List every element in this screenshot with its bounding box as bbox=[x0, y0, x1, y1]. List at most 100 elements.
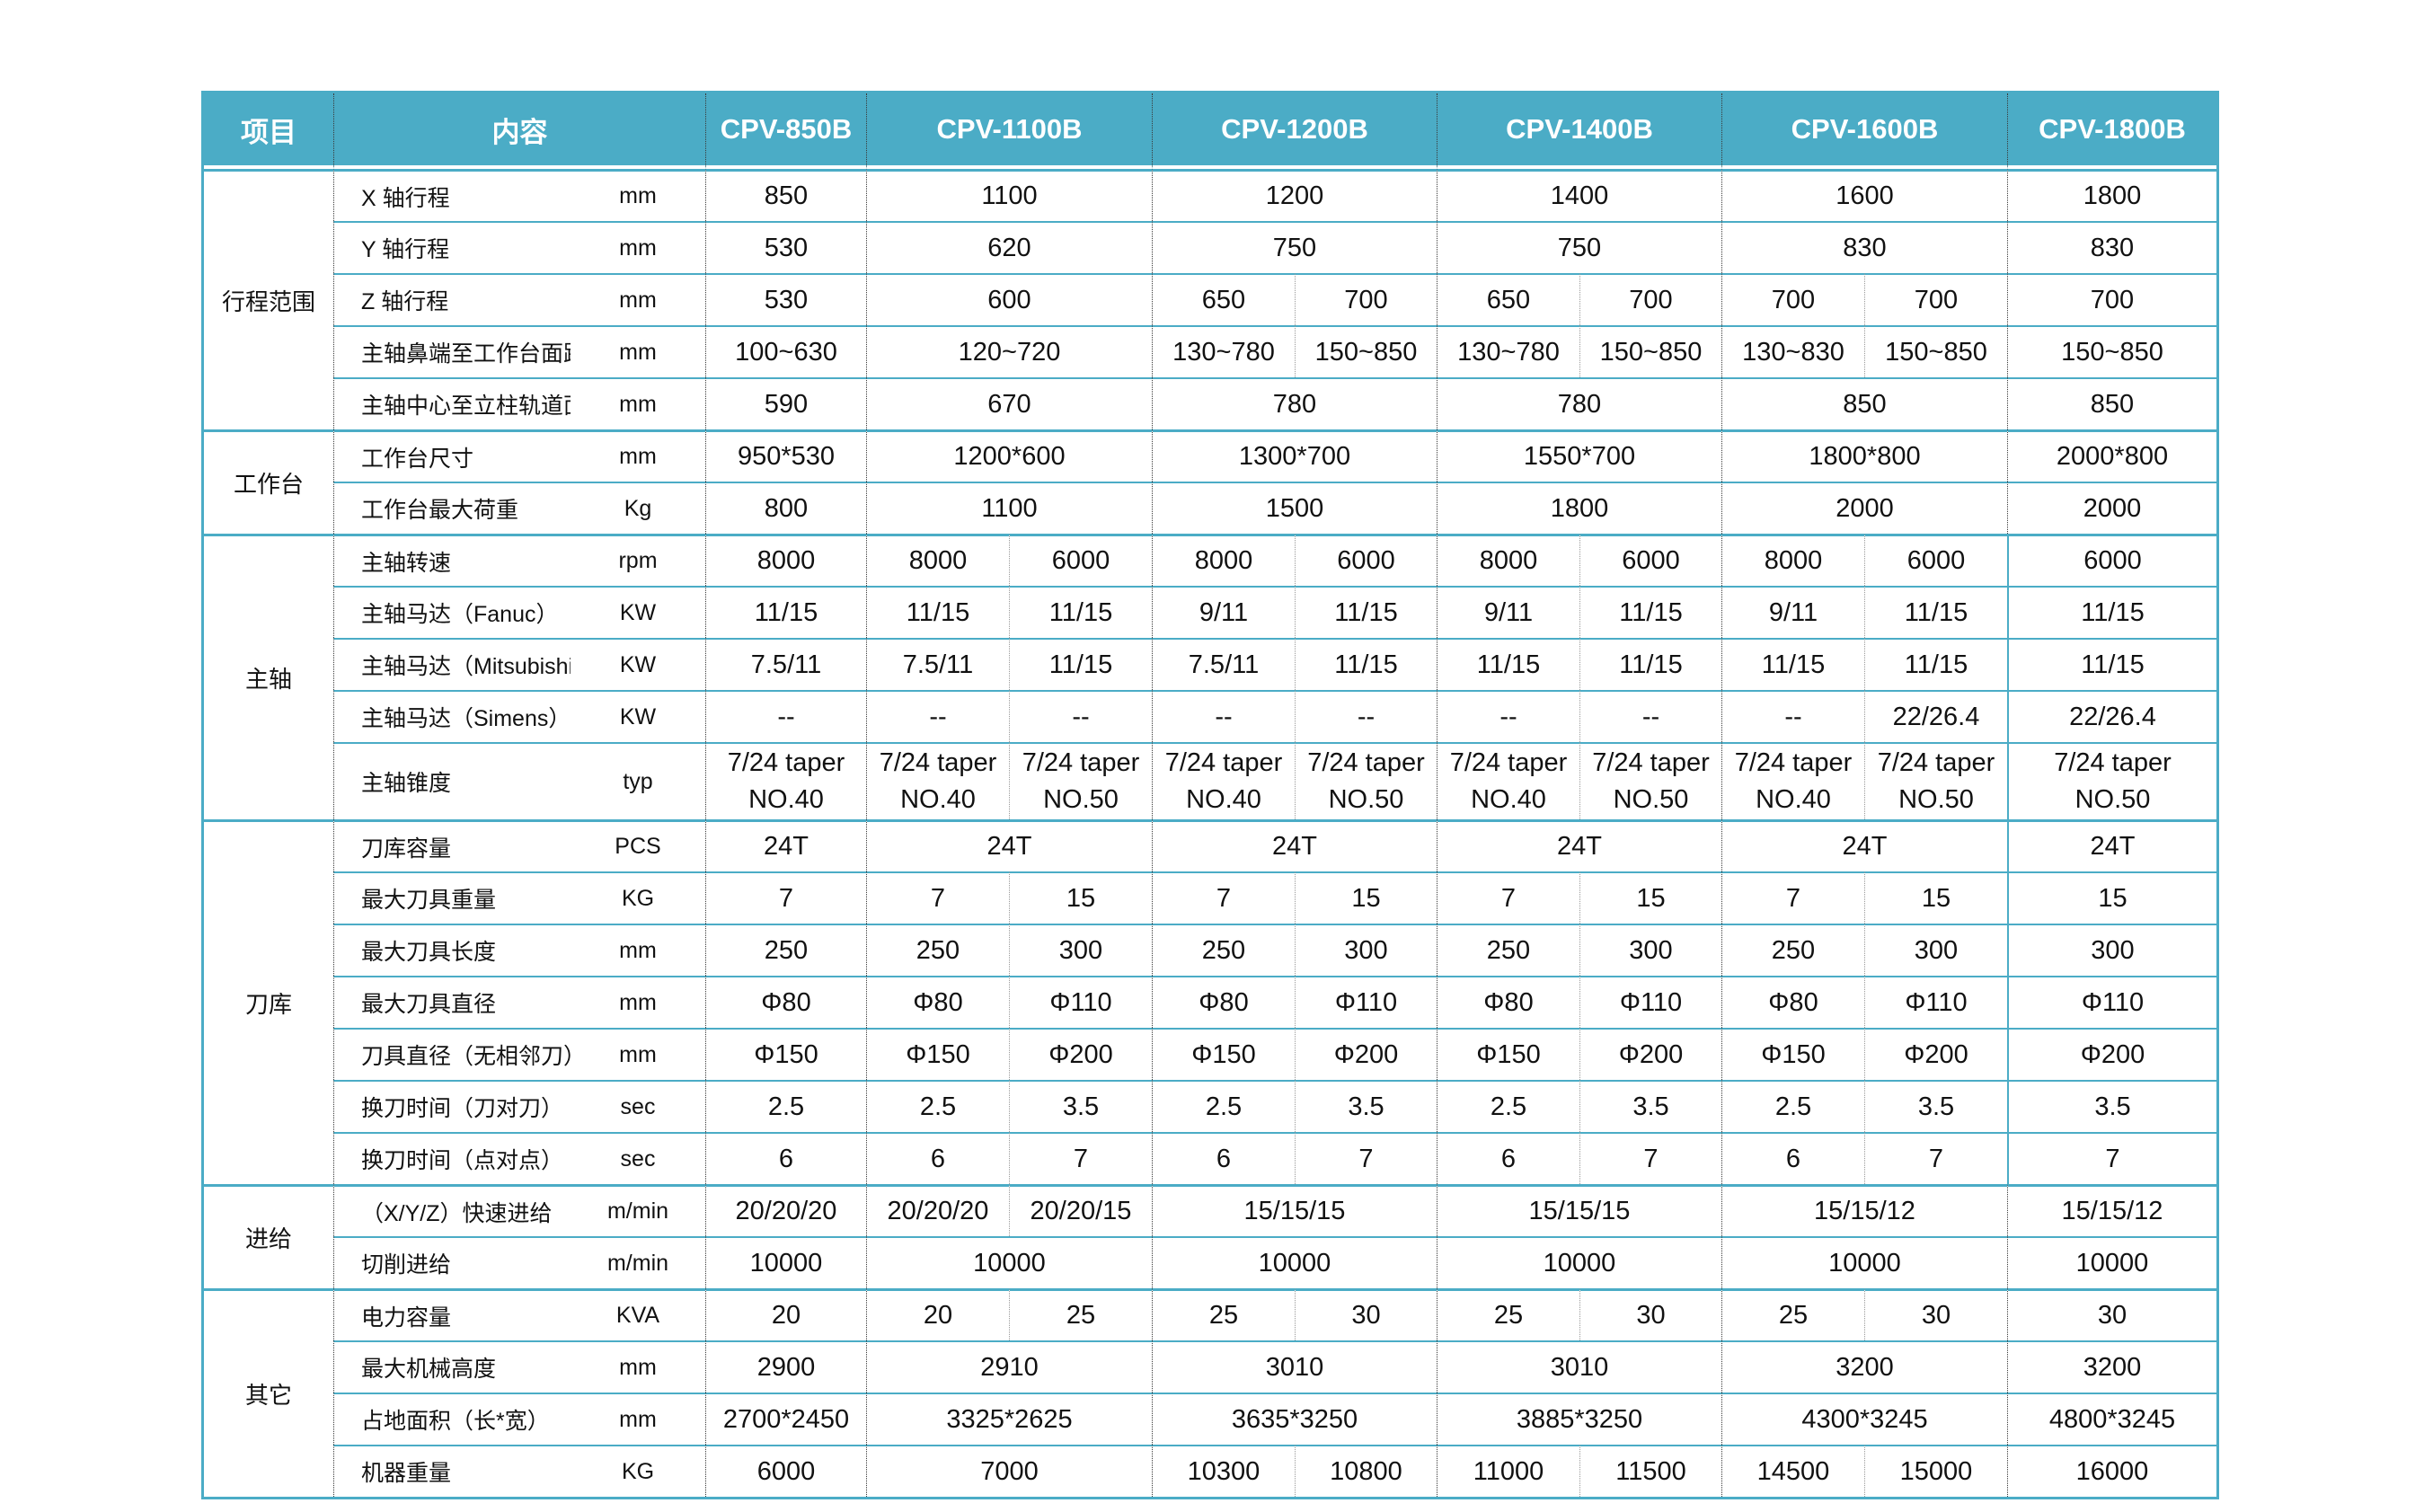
value-cell: 950*530 bbox=[705, 429, 866, 482]
row-label-cell: 最大刀具重量 KG bbox=[333, 871, 705, 924]
row-label: 最大刀具重量 bbox=[361, 888, 497, 913]
value-cell: 25 bbox=[1152, 1288, 1295, 1340]
row-label: 切削进给 bbox=[361, 1252, 452, 1278]
row-label: 机器重量 bbox=[361, 1461, 452, 1486]
value-cell: 10000 bbox=[1152, 1236, 1437, 1288]
value-cell: 7/24 taper NO.40 bbox=[866, 742, 1009, 819]
value-cell: 10000 bbox=[2007, 1236, 2216, 1288]
value-cell: 2910 bbox=[866, 1340, 1152, 1393]
table-row: 占地面积（长*宽） mm 2700*2450 3325*2625 3635*3250 38… bbox=[204, 1393, 2216, 1445]
table-row: 主轴马达（Mitsubishi) KW 7.5/11 7.5/11 11/15 7.5/1… bbox=[204, 638, 2216, 690]
row-label: X 轴行程 bbox=[361, 185, 450, 211]
value-cell: 780 bbox=[1437, 377, 1721, 429]
value-cell: 10000 bbox=[1437, 1236, 1721, 1288]
table-row: 切削进给 m/min 10000 10000 10000 10000 10000 10000 bbox=[204, 1236, 2216, 1288]
value-cell: 11/15 bbox=[2007, 586, 2216, 638]
row-unit: m/min bbox=[606, 1250, 669, 1276]
value-cell: 24T bbox=[2007, 819, 2216, 871]
row-unit: mm bbox=[619, 1354, 657, 1380]
row-label-wrap: 最大刀具长度 mm bbox=[334, 934, 705, 967]
column-header-content: 内容 bbox=[333, 93, 705, 169]
value-cell: 120~720 bbox=[866, 325, 1152, 377]
row-label-cell: （X/Y/Z）快速进给 m/min bbox=[333, 1184, 705, 1236]
value-cell: 3325*2625 bbox=[866, 1393, 1152, 1445]
value-cell: 130~780 bbox=[1152, 325, 1295, 377]
value-cell: 2.5 bbox=[1721, 1080, 1864, 1132]
value-cell: 30 bbox=[1579, 1288, 1721, 1340]
value-cell: 7.5/11 bbox=[866, 638, 1009, 690]
value-cell: 3010 bbox=[1437, 1340, 1721, 1393]
value-cell: 830 bbox=[2007, 221, 2216, 273]
value-cell: 6000 bbox=[1295, 534, 1437, 586]
row-unit: typ bbox=[623, 768, 653, 794]
value-cell: 620 bbox=[866, 221, 1152, 273]
value-cell: 1550*700 bbox=[1437, 429, 1721, 482]
value-cell: 1500 bbox=[1152, 482, 1437, 534]
value-cell: 7/24 taper NO.50 bbox=[1295, 742, 1437, 819]
value-cell: Φ150 bbox=[1721, 1028, 1864, 1080]
value-cell: 24T bbox=[1437, 819, 1721, 871]
value-cell: 700 bbox=[1579, 273, 1721, 325]
row-label: 工作台最大荷重 bbox=[361, 498, 519, 523]
value-cell: 7 bbox=[1295, 1132, 1437, 1184]
value-cell: 300 bbox=[2007, 924, 2216, 976]
value-cell: 11500 bbox=[1579, 1445, 1721, 1497]
row-label: 换刀时间（点对点） bbox=[361, 1148, 564, 1173]
value-cell: 7 bbox=[1152, 871, 1295, 924]
row-label-cell: 换刀时间（点对点） sec bbox=[333, 1132, 705, 1184]
value-cell: 3.5 bbox=[2007, 1080, 2216, 1132]
row-unit: mm bbox=[619, 1406, 657, 1432]
value-cell: 700 bbox=[1721, 273, 1864, 325]
value-cell: 16000 bbox=[2007, 1445, 2216, 1497]
value-cell: 15 bbox=[2007, 871, 2216, 924]
row-label-cell: Y 轴行程 mm bbox=[333, 221, 705, 273]
value-cell: 4300*3245 bbox=[1721, 1393, 2007, 1445]
value-cell: 3885*3250 bbox=[1437, 1393, 1721, 1445]
table-row: 换刀时间（点对点） sec 6 6 7 6 7 6 7 6 7 7 bbox=[204, 1132, 2216, 1184]
table-row: 机器重量 KG 6000 7000 10300 10800 11000 11500 14500 1… bbox=[204, 1445, 2216, 1497]
table-row: Y 轴行程 mm 530 620 750 750 830 830 bbox=[204, 221, 2216, 273]
row-label-cell: 主轴转速 rpm bbox=[333, 534, 705, 586]
value-cell: 7/24 taper NO.40 bbox=[705, 742, 866, 819]
group-label-cell: 进给 bbox=[204, 1184, 333, 1288]
row-label-wrap: 最大机械高度 mm bbox=[334, 1351, 705, 1384]
table-body: 行程范围 X 轴行程 mm 850 1100 1200 1400 1600 1800 Y 轴行程 m… bbox=[204, 169, 2216, 1497]
value-cell: 9/11 bbox=[1437, 586, 1579, 638]
value-cell: Φ200 bbox=[1295, 1028, 1437, 1080]
row-unit: mm bbox=[619, 287, 657, 313]
value-cell: Φ110 bbox=[1009, 976, 1152, 1028]
table-row: 最大刀具长度 mm 250 250 300 250 300 250 300 250 300 300 bbox=[204, 924, 2216, 976]
value-cell: -- bbox=[705, 690, 866, 742]
value-cell: 700 bbox=[2007, 273, 2216, 325]
row-label: 刀具直径（无相邻刀） bbox=[361, 1044, 571, 1069]
value-cell: 10300 bbox=[1152, 1445, 1295, 1497]
table-row: 最大刀具重量 KG 7 7 15 7 15 7 15 7 15 15 bbox=[204, 871, 2216, 924]
column-header-cpv-1100b: CPV-1100B bbox=[866, 93, 1152, 169]
row-label-wrap: 主轴鼻端至工作台面距离 mm bbox=[334, 336, 705, 368]
value-cell: 15/15/15 bbox=[1152, 1184, 1437, 1236]
value-cell: 24T bbox=[866, 819, 1152, 871]
value-cell: 2.5 bbox=[1152, 1080, 1295, 1132]
row-label-cell: 最大刀具长度 mm bbox=[333, 924, 705, 976]
row-label-cell: 刀库容量 PCS bbox=[333, 819, 705, 871]
row-label-cell: 电力容量 KVA bbox=[333, 1288, 705, 1340]
value-cell: 11/15 bbox=[1009, 586, 1152, 638]
row-label: Y 轴行程 bbox=[361, 237, 450, 262]
row-label-wrap: X 轴行程 mm bbox=[334, 181, 705, 213]
row-unit: mm bbox=[619, 1041, 657, 1067]
value-cell: -- bbox=[866, 690, 1009, 742]
value-cell: 600 bbox=[866, 273, 1152, 325]
row-label-cell: 主轴鼻端至工作台面距离 mm bbox=[333, 325, 705, 377]
value-cell: 250 bbox=[1437, 924, 1579, 976]
row-label: 占地面积（长*宽） bbox=[361, 1409, 550, 1434]
value-cell: 130~780 bbox=[1437, 325, 1579, 377]
value-cell: 15 bbox=[1009, 871, 1152, 924]
value-cell: 15 bbox=[1864, 871, 2007, 924]
row-label-wrap: （X/Y/Z）快速进给 m/min bbox=[334, 1196, 705, 1228]
value-cell: 130~830 bbox=[1721, 325, 1864, 377]
row-label: Z 轴行程 bbox=[361, 289, 449, 314]
value-cell: 750 bbox=[1152, 221, 1437, 273]
value-cell: 7/24 taper NO.40 bbox=[1152, 742, 1295, 819]
row-label: 最大机械高度 bbox=[361, 1357, 497, 1382]
